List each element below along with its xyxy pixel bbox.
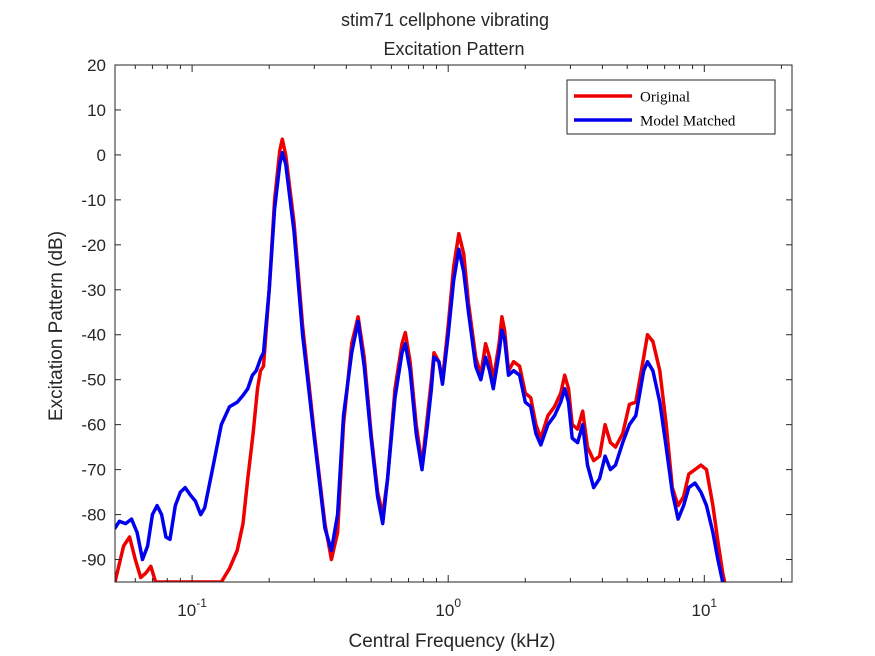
y-tick-label: -10 xyxy=(81,191,106,210)
x-axis-ticks: 10-1 100 101 xyxy=(134,65,782,620)
chart-title: stim71 cellphone vibrating xyxy=(341,10,549,30)
y-axis-label: Excitation Pattern (dB) xyxy=(46,231,67,421)
y-tick-label: 20 xyxy=(87,56,106,75)
axes-box xyxy=(114,64,793,583)
y-tick-label: -60 xyxy=(81,416,106,435)
x-tick-label: 100 xyxy=(435,596,461,620)
y-tick-label: -50 xyxy=(81,371,106,390)
y-tick-label: -30 xyxy=(81,281,106,300)
x-tick-label: 101 xyxy=(691,596,717,620)
y-axis-ticks: 20 10 0 -10 -20 -30 -40 -50 -60 -70 -80 -90 xyxy=(81,56,792,570)
series-line-model-matched xyxy=(115,150,725,582)
x-tick-label: 10-1 xyxy=(177,596,207,620)
y-tick-label: -80 xyxy=(81,506,106,525)
y-tick-label: -90 xyxy=(81,551,106,570)
y-tick-label: 0 xyxy=(97,146,106,165)
legend-label-model-matched: Model Matched xyxy=(640,114,736,130)
legend-box xyxy=(566,79,776,135)
series-layer xyxy=(115,137,727,582)
chart-subtitle: Excitation Pattern xyxy=(383,39,524,59)
y-tick-label: -70 xyxy=(81,461,106,480)
legend-label-original: Original xyxy=(640,90,690,106)
legend: Original Model Matched xyxy=(566,79,776,135)
y-tick-label: 10 xyxy=(87,101,106,120)
y-tick-label: -40 xyxy=(81,326,106,345)
x-axis-label: Central Frequency (kHz) xyxy=(349,631,556,652)
plot-area xyxy=(115,65,792,582)
y-tick-label: -20 xyxy=(81,236,106,255)
